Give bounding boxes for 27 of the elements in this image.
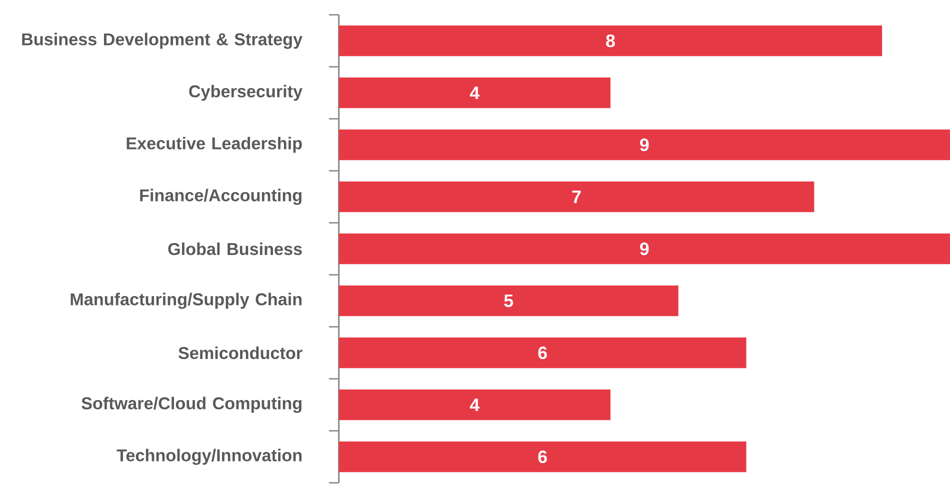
bar — [338, 441, 746, 472]
data-label: 8 — [606, 34, 615, 48]
y-tick-label: Manufacturing/Supply Chain — [70, 292, 302, 309]
bar — [338, 389, 610, 420]
bar — [338, 337, 746, 368]
bar — [338, 233, 950, 264]
bar — [338, 129, 950, 160]
data-label: 4 — [470, 398, 480, 411]
data-label: 9 — [640, 138, 649, 152]
bar — [338, 181, 814, 212]
bar — [338, 25, 882, 56]
data-label: 5 — [504, 294, 514, 307]
y-tick-label: Cybersecurity — [189, 84, 302, 101]
bar — [338, 285, 678, 316]
bar — [338, 77, 610, 108]
y-tick-label: Executive Leadership — [126, 136, 302, 153]
y-tick-label: Business Development & Strategy — [22, 32, 302, 49]
y-tick-label: Semiconductor — [178, 346, 302, 360]
y-tick-label: Software/Cloud Computing — [82, 396, 302, 413]
data-label: 7 — [572, 190, 581, 203]
y-tick-label: Technology/Innovation — [116, 448, 302, 465]
data-label: 6 — [538, 346, 547, 360]
y-tick-label: Finance/Accounting — [140, 188, 302, 205]
data-label: 4 — [470, 86, 480, 99]
data-label: 9 — [640, 242, 649, 256]
y-tick-label: Global Business — [168, 242, 302, 256]
data-label: 6 — [538, 450, 547, 464]
